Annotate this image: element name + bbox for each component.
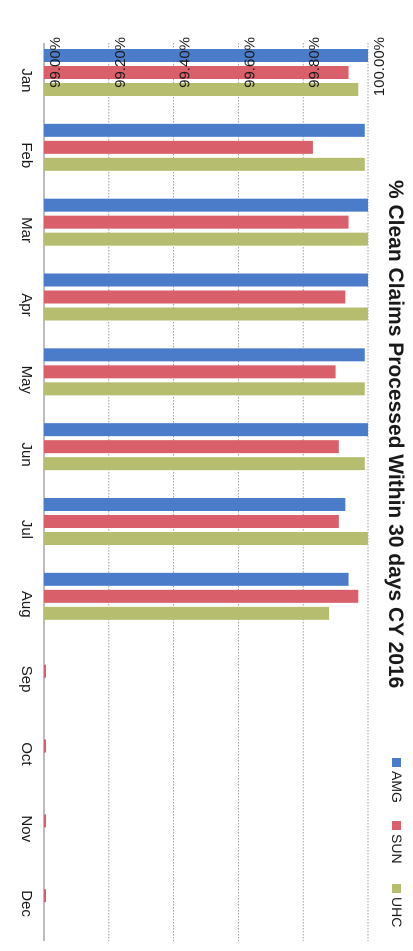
bars (43, 49, 368, 903)
y-tick-label: 99.40% (177, 37, 194, 88)
bar-sun-nov (44, 814, 46, 828)
x-tick-label: Jun (18, 442, 35, 466)
legend-label: SUN (389, 834, 405, 864)
bar-uhc-mar (44, 232, 368, 246)
y-tick-label: 99.80% (306, 37, 323, 88)
bar-amg-jan (44, 49, 368, 62)
bar-amg-jul (43, 498, 346, 511)
bar-amg-mar (44, 198, 368, 212)
bar-amg-jun (44, 423, 368, 437)
x-tick-label: Jan (18, 68, 35, 92)
legend: AMG SUN UHC (389, 758, 405, 927)
bar-sun-apr (43, 290, 346, 304)
y-tick-label: 99.20% (112, 37, 129, 88)
x-tick-label: Mar (18, 217, 35, 243)
gridlines (108, 43, 369, 941)
x-tick-label: Nov (18, 815, 35, 842)
bar-uhc-aug (44, 606, 330, 620)
bar-sun-jul (44, 515, 339, 528)
bar-uhc-jan (44, 83, 359, 96)
x-tick-label: Sep (18, 666, 35, 693)
bar-sun-sep (44, 664, 46, 678)
bar-uhc-feb (43, 157, 365, 171)
legend-swatch (392, 884, 401, 893)
bar-sun-jan (44, 66, 349, 79)
legend-swatch (392, 758, 401, 767)
bar-sun-may (43, 365, 336, 379)
bar-amg-apr (44, 273, 368, 287)
chart-title: % Clean Claims Processed Within 30 days … (384, 180, 407, 688)
x-tick-label: Feb (18, 142, 35, 168)
x-tick-label: Apr (18, 293, 35, 316)
y-tick-label: 100.00% (371, 37, 388, 96)
legend-label: AMG (389, 771, 405, 803)
bar-amg-may (43, 348, 365, 362)
legend-swatch (392, 821, 401, 830)
x-tick-label: Jul (18, 520, 35, 539)
y-tick-label: 99.00% (47, 37, 64, 88)
bar-sun-aug (44, 589, 359, 603)
bar-amg-aug (44, 572, 349, 586)
bar-sun-mar (44, 215, 349, 229)
bar-uhc-jul (44, 532, 368, 545)
legend-label: UHC (389, 897, 405, 927)
bar-sun-oct (44, 739, 46, 753)
tick-labels: 99.00% 99.20% 99.40% 99.60% 99.80% 100.00% Jan… (18, 37, 388, 917)
x-tick-label: Dec (18, 890, 35, 917)
bar-amg-feb (43, 123, 365, 137)
bar-uhc-jun (43, 457, 365, 471)
x-tick-label: Oct (18, 742, 35, 766)
bar-sun-jun (44, 440, 339, 454)
bar-uhc-apr (44, 307, 368, 321)
y-tick-label: 99.60% (241, 37, 258, 88)
x-tick-label: Aug (18, 591, 35, 618)
bar-sun-feb (43, 140, 313, 154)
bar-sun-dec (44, 889, 46, 903)
bar-uhc-may (43, 382, 365, 396)
x-tick-label: May (18, 366, 35, 395)
